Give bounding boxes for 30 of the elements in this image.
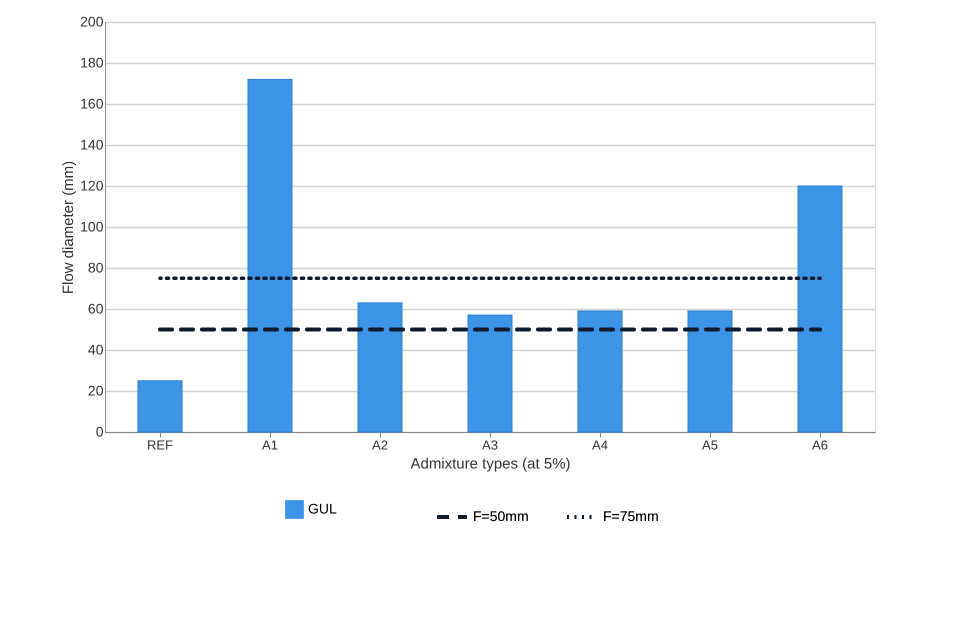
y-tick-label: 20 bbox=[88, 382, 104, 398]
legend-label: GUL bbox=[308, 500, 337, 516]
x-tick-label: A3 bbox=[482, 438, 498, 452]
y-axis-title: Flow diameter (mm) bbox=[60, 160, 78, 294]
bar bbox=[248, 78, 292, 432]
x-tick-label: A5 bbox=[702, 438, 718, 452]
legend-label: F=75mm bbox=[603, 508, 659, 524]
bar bbox=[138, 380, 182, 432]
x-tick-label: A2 bbox=[372, 438, 388, 452]
x-axis-title: Admixture types (at 5%) bbox=[410, 456, 571, 472]
x-tick-label: REF bbox=[147, 438, 174, 452]
x-tick-label: A4 bbox=[592, 438, 608, 452]
y-tick-label: 40 bbox=[88, 342, 104, 358]
x-tick-label: A1 bbox=[262, 438, 278, 452]
bar bbox=[798, 186, 842, 432]
y-tick-label: 140 bbox=[80, 136, 104, 152]
legend-label: F=50mm bbox=[473, 508, 529, 524]
bar bbox=[468, 314, 512, 432]
bar bbox=[578, 310, 622, 432]
y-tick-label: 120 bbox=[80, 178, 104, 194]
y-tick-label: 80 bbox=[88, 260, 104, 276]
y-tick-label: 160 bbox=[80, 96, 104, 112]
y-tick-label: 0 bbox=[96, 424, 104, 440]
y-tick-label: 200 bbox=[80, 14, 104, 30]
y-tick-label: 100 bbox=[80, 218, 104, 234]
bar bbox=[688, 310, 732, 432]
y-tick-label: 60 bbox=[88, 300, 104, 316]
y-tick-label: 180 bbox=[80, 54, 104, 70]
bar bbox=[358, 302, 402, 432]
x-tick-label: A6 bbox=[812, 438, 828, 452]
